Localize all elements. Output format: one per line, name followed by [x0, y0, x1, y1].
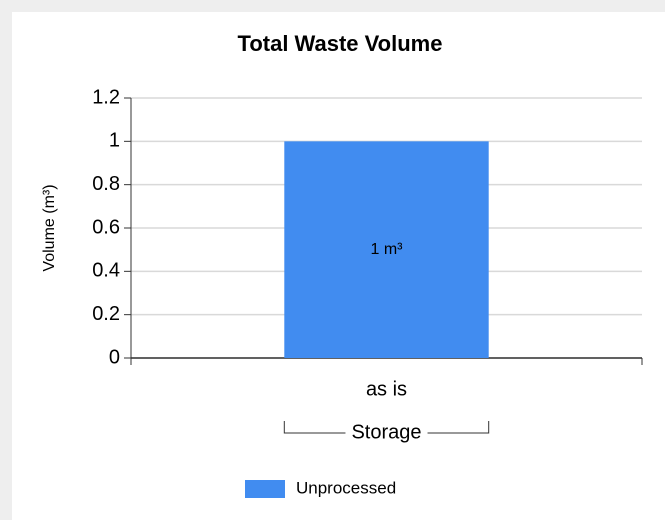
- chart-title: Total Waste Volume: [238, 31, 443, 56]
- y-tick-label: 0.2: [92, 303, 120, 325]
- group-bracket: [283, 421, 490, 434]
- y-tick-label: 0.4: [92, 260, 120, 282]
- y-tick-label: 0: [109, 346, 120, 368]
- legend-swatch: [245, 480, 285, 498]
- data-label: 1 m³: [371, 241, 404, 258]
- bar: [284, 141, 489, 358]
- y-axis-label: Volume (m³): [41, 184, 58, 271]
- legend-label: Unprocessed: [296, 478, 396, 497]
- y-tick-label: 0.6: [92, 216, 120, 238]
- y-tick-label: 1: [109, 130, 120, 152]
- y-tick-label: 0.8: [92, 173, 120, 195]
- group-label: Storage: [351, 421, 421, 443]
- x-tick-label: as is: [366, 378, 407, 400]
- y-tick-label: 1.2: [92, 86, 120, 108]
